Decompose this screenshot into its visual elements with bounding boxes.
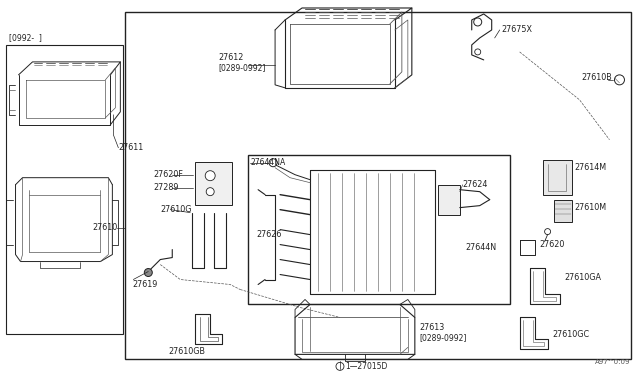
Text: 27675X: 27675X — [502, 25, 532, 35]
Circle shape — [205, 171, 215, 181]
Text: 27620F: 27620F — [154, 170, 183, 179]
Text: 27610GA: 27610GA — [564, 273, 602, 282]
Circle shape — [269, 159, 277, 167]
Text: 27619: 27619 — [132, 280, 157, 289]
Text: 27610GC: 27610GC — [552, 330, 589, 339]
Text: [0289-0992]: [0289-0992] — [420, 333, 467, 342]
Bar — [125, 12, 632, 359]
Text: A97^0:09: A97^0:09 — [595, 359, 630, 365]
Circle shape — [144, 269, 152, 276]
Bar — [543, 160, 572, 195]
Text: 27614M: 27614M — [575, 163, 607, 172]
Text: 27624: 27624 — [463, 180, 488, 189]
Text: 27644N: 27644N — [466, 243, 497, 252]
Bar — [195, 162, 232, 205]
Text: 27610G: 27610G — [160, 205, 192, 214]
Text: 27610B: 27610B — [582, 73, 612, 82]
Circle shape — [336, 362, 344, 371]
Bar — [554, 200, 572, 222]
Text: 27289: 27289 — [154, 183, 179, 192]
Text: 27613: 27613 — [420, 323, 445, 332]
Text: 1—27015D: 1—27015D — [345, 362, 387, 371]
Circle shape — [614, 75, 625, 85]
Text: 27626: 27626 — [256, 230, 282, 239]
Text: [0289-0992]: [0289-0992] — [218, 63, 266, 73]
Text: 27644NA: 27644NA — [250, 158, 285, 167]
Circle shape — [545, 229, 550, 235]
Bar — [438, 185, 460, 215]
Circle shape — [206, 187, 214, 196]
Text: 27620: 27620 — [540, 240, 565, 249]
Text: 27610: 27610 — [92, 223, 118, 232]
Bar — [6, 45, 124, 334]
Text: [0992-  ]: [0992- ] — [8, 33, 42, 42]
Text: 27610GB: 27610GB — [168, 347, 205, 356]
Text: 27611: 27611 — [118, 143, 143, 152]
Circle shape — [475, 49, 481, 55]
Bar — [248, 155, 509, 304]
Circle shape — [474, 18, 482, 26]
Text: 27610M: 27610M — [575, 203, 607, 212]
Text: 27612: 27612 — [218, 54, 244, 62]
